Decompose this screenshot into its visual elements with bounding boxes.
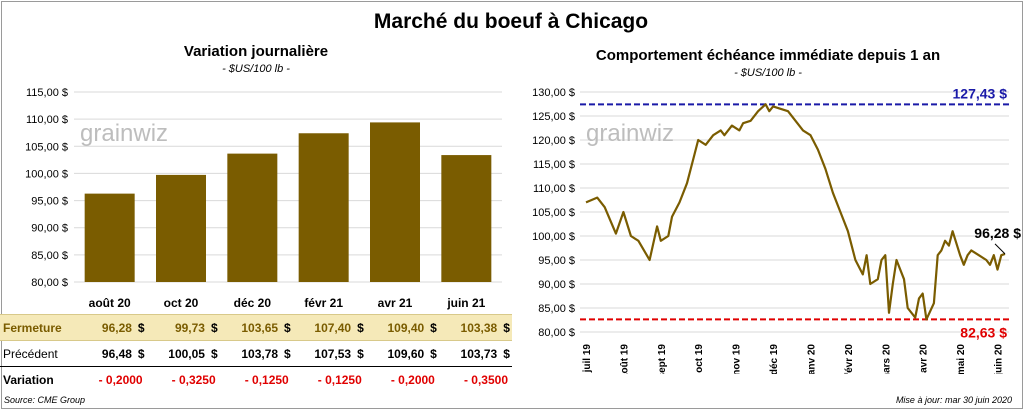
currency-cell: $ bbox=[430, 346, 437, 361]
y-tick-label: 80,00 $ bbox=[31, 277, 68, 289]
y-tick-label: 95,00 $ bbox=[538, 255, 575, 267]
bar bbox=[227, 153, 278, 282]
source-note: Source: CME Group bbox=[4, 395, 86, 405]
currency-cell: $ bbox=[428, 314, 439, 341]
x-tick-label: déc 20 bbox=[234, 296, 272, 310]
left-chart-unit: - $US/100 lb - bbox=[222, 63, 290, 75]
currency-cell: $ bbox=[284, 346, 291, 361]
daily-variation-bar-chart: 80,00 $ 85,00 $ 90,00 $ 95,00 $ 100,00 $ 105,… bbox=[25, 87, 502, 310]
currency-cell: $ bbox=[355, 314, 366, 341]
currency-cell: $ bbox=[208, 314, 220, 341]
y-tick-label: 110,00 $ bbox=[26, 114, 68, 126]
price-table: Fermeture 96,28 $ 99,73 $ 103,65 $ 107,40 $ … bbox=[0, 314, 512, 393]
main-title: Marché du boeuf à Chicago bbox=[373, 10, 649, 33]
table-row-precedent: Précédent 96,48 $ 100,05 $ 103,78 $ 107,53 $… bbox=[0, 341, 512, 367]
y-tick-label: 80,00 $ bbox=[538, 327, 575, 339]
table-cell: - 0,1250 bbox=[292, 366, 366, 393]
watermark: grainwiz bbox=[80, 120, 168, 147]
table-cell: 103,65 bbox=[219, 314, 283, 341]
currency-cell: $ bbox=[357, 346, 364, 361]
table-cell: 100,05 bbox=[168, 346, 205, 361]
row-label: Fermeture bbox=[0, 314, 75, 341]
x-tick-label: févr 20 bbox=[844, 344, 855, 374]
y-tick-label: 95,00 $ bbox=[31, 196, 68, 208]
table-cell: - 0,3500 bbox=[438, 366, 512, 393]
x-tick-label: juin 21 bbox=[446, 296, 485, 310]
y-tick-label: 115,00 $ bbox=[533, 159, 575, 171]
y-tick-label: 90,00 $ bbox=[538, 279, 575, 291]
table-cell: - 0,3250 bbox=[146, 366, 220, 393]
table-cell: 103,78 bbox=[241, 346, 279, 361]
currency-cell: $ bbox=[137, 346, 145, 361]
x-tick-label: nov 19 bbox=[732, 344, 743, 374]
table-row-fermeture: Fermeture 96,28 $ 99,73 $ 103,65 $ 107,40 $ … bbox=[0, 314, 512, 341]
x-tick-label: janv 20 bbox=[806, 344, 817, 374]
x-tick-label: oct 19 bbox=[694, 344, 705, 373]
last-value-label: 96,28 $ bbox=[974, 225, 1021, 241]
y-tick-label: 115,00 $ bbox=[26, 87, 68, 99]
table-cell: 99,73 bbox=[146, 314, 209, 341]
x-tick-label: août 20 bbox=[89, 296, 131, 310]
bar bbox=[370, 122, 420, 283]
last-value-leader bbox=[994, 243, 1006, 255]
bar bbox=[298, 133, 349, 282]
currency-cell: $ bbox=[501, 314, 512, 341]
table-cell: 107,53 bbox=[314, 346, 352, 361]
x-tick-label: févr 21 bbox=[304, 296, 343, 310]
y-tick-label: 105,00 $ bbox=[532, 207, 575, 219]
table-cell: 96,48 bbox=[101, 346, 132, 361]
x-tick-label: avr 21 bbox=[378, 296, 413, 310]
x-tick-label: juil 19 bbox=[582, 344, 593, 374]
currency-cell: $ bbox=[135, 314, 147, 341]
currency-cell: $ bbox=[503, 346, 510, 361]
table-cell: - 0,2000 bbox=[365, 366, 439, 393]
table-cell: 96,28 bbox=[74, 314, 136, 341]
y-tick-label: 110,00 $ bbox=[533, 183, 575, 195]
y-tick-label: 105,00 $ bbox=[25, 141, 68, 153]
table-cell: - 0,2000 bbox=[74, 366, 147, 393]
y-tick-label: 100,00 $ bbox=[25, 168, 68, 180]
bar bbox=[441, 155, 492, 282]
min-label: 82,63 $ bbox=[960, 324, 1007, 340]
x-tick-label: août 19 bbox=[619, 344, 630, 374]
currency-cell: $ bbox=[210, 346, 218, 361]
x-tick-label: mai 20 bbox=[956, 344, 967, 374]
series-line bbox=[585, 103, 1006, 321]
update-note: Mise à jour: mar 30 juin 2020 bbox=[895, 395, 1012, 405]
bar bbox=[84, 193, 135, 282]
table-cell: 103,73 bbox=[460, 346, 498, 361]
x-tick-label: mars 20 bbox=[881, 344, 892, 374]
bar bbox=[156, 174, 206, 282]
table-cell: 109,60 bbox=[387, 346, 425, 361]
y-tick-label: 125,00 $ bbox=[532, 111, 575, 123]
x-tick-label: juin 20 bbox=[994, 344, 1005, 374]
row-label: Précédent bbox=[3, 346, 58, 361]
left-chart-title: Variation journalière bbox=[183, 43, 329, 60]
watermark: grainwiz bbox=[586, 120, 674, 147]
y-tick-label: 120,00 $ bbox=[532, 135, 575, 147]
y-tick-label: 90,00 $ bbox=[31, 223, 68, 235]
table-cell: 103,38 bbox=[438, 314, 502, 341]
table-cell: 109,40 bbox=[365, 314, 429, 341]
x-tick-label: déc 19 bbox=[769, 344, 780, 374]
currency-cell: $ bbox=[282, 314, 293, 341]
table-row-variation: Variation - 0,2000 - 0,3250 - 0,1250 - 0… bbox=[0, 366, 512, 393]
max-label: 127,43 $ bbox=[953, 85, 1008, 101]
x-tick-label: oct 20 bbox=[164, 296, 199, 310]
row-label: Variation bbox=[0, 366, 75, 393]
table-cell: - 0,1250 bbox=[219, 366, 293, 393]
y-tick-label: 85,00 $ bbox=[31, 250, 68, 262]
y-tick-label: 100,00 $ bbox=[532, 231, 575, 243]
x-tick-label: sept 19 bbox=[657, 344, 668, 374]
x-tick-label: avr 20 bbox=[919, 344, 930, 373]
front-month-line-chart: 80,00 $ 85,00 $ 90,00 $ 95,00 $ 100,00 $ 105,… bbox=[532, 85, 1021, 374]
right-chart-unit: - $US/100 lb - bbox=[734, 67, 802, 79]
y-tick-label: 130,00 $ bbox=[532, 87, 575, 99]
table-cell: 107,40 bbox=[292, 314, 356, 341]
right-chart-title: Comportement échéance immédiate depuis 1… bbox=[595, 47, 941, 64]
y-tick-label: 85,00 $ bbox=[538, 303, 575, 315]
